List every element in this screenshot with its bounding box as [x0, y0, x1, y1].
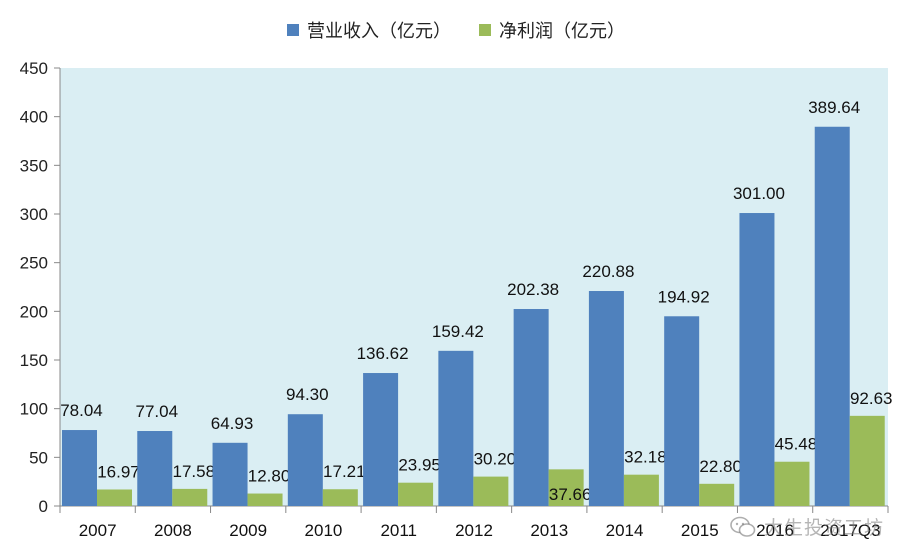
legend-swatch-revenue — [287, 24, 299, 36]
bar-net-profit — [849, 415, 885, 506]
data-label-revenue: 301.00 — [733, 184, 785, 203]
data-label-revenue: 78.04 — [60, 401, 103, 420]
y-tick-label: 250 — [20, 254, 48, 273]
data-label-net-profit: 23.95 — [398, 456, 441, 475]
watermark-text: 大生投资工坊 — [763, 518, 884, 539]
bar-revenue — [814, 126, 850, 506]
y-tick-label: 100 — [20, 400, 48, 419]
data-label-net-profit: 30.20 — [474, 450, 517, 469]
data-label-revenue: 77.04 — [135, 402, 178, 421]
x-tick-label: 2015 — [681, 521, 719, 540]
bar-revenue — [588, 291, 624, 506]
legend-item-net-profit: 净利润（亿元） — [479, 17, 625, 43]
legend-swatch-net-profit — [479, 24, 491, 36]
data-label-net-profit: 16.97 — [97, 462, 140, 481]
bar-net-profit — [699, 483, 735, 506]
data-label-net-profit: 22.80 — [699, 457, 742, 476]
bar-net-profit — [473, 476, 509, 506]
x-tick-label: 2011 — [380, 521, 417, 540]
bar-revenue — [212, 442, 248, 506]
watermark: 大生投资工坊 — [730, 513, 884, 540]
bar-net-profit — [548, 469, 584, 506]
x-tick-label: 2009 — [229, 521, 267, 540]
bar-net-profit — [97, 489, 132, 506]
data-label-revenue: 136.62 — [357, 344, 409, 363]
bar-revenue — [513, 309, 549, 506]
data-label-revenue: 94.30 — [286, 385, 329, 404]
y-tick-label: 0 — [39, 497, 48, 516]
bar-net-profit — [322, 489, 358, 506]
x-tick-label: 2012 — [455, 521, 493, 540]
bar-revenue — [62, 430, 97, 506]
bar-net-profit — [247, 493, 283, 506]
y-tick-label: 150 — [20, 351, 48, 370]
data-label-revenue: 194.92 — [658, 287, 710, 306]
y-tick-label: 50 — [29, 448, 48, 467]
data-label-revenue: 64.93 — [211, 414, 254, 433]
legend-label-revenue: 营业收入（亿元） — [307, 21, 451, 41]
data-label-net-profit: 12.80 — [248, 467, 291, 486]
data-label-net-profit: 32.18 — [624, 448, 667, 467]
data-label-net-profit: 37.66 — [549, 485, 592, 504]
x-tick-label: 2017Q3 — [820, 521, 881, 540]
data-label-net-profit: 92.63 — [850, 389, 893, 408]
bar-net-profit — [623, 474, 659, 506]
data-label-revenue: 202.38 — [507, 280, 559, 299]
bar-revenue — [137, 431, 173, 506]
legend: 营业收入（亿元） 净利润（亿元） — [0, 17, 912, 43]
x-tick-label: 2008 — [154, 521, 192, 540]
data-label-net-profit: 45.48 — [775, 435, 818, 454]
y-tick-label: 200 — [20, 302, 48, 321]
x-tick-label: 2007 — [79, 521, 117, 540]
bar-revenue — [664, 316, 700, 506]
x-tick-label: 2014 — [606, 521, 644, 540]
y-tick-label: 400 — [20, 108, 48, 127]
data-label-revenue: 220.88 — [582, 262, 634, 281]
x-tick-label: 2010 — [305, 521, 343, 540]
data-label-revenue: 389.64 — [808, 98, 860, 117]
data-label-revenue: 159.42 — [432, 322, 484, 341]
bar-revenue — [363, 373, 399, 506]
y-tick-label: 450 — [20, 59, 48, 78]
bar-net-profit — [774, 461, 810, 506]
bar-revenue — [287, 414, 323, 506]
bar-revenue — [438, 350, 474, 506]
wechat-icon — [730, 516, 756, 537]
x-tick-label: 2016 — [756, 521, 794, 540]
x-tick-label: 2013 — [530, 521, 568, 540]
data-label-net-profit: 17.58 — [172, 462, 215, 481]
y-tick-label: 300 — [20, 205, 48, 224]
legend-label-net-profit: 净利润（亿元） — [499, 21, 625, 41]
bar-net-profit — [398, 482, 434, 506]
bar-net-profit — [172, 488, 208, 506]
legend-item-revenue: 营业收入（亿元） — [287, 17, 451, 43]
bar-revenue — [739, 213, 775, 506]
data-label-net-profit: 17.21 — [323, 462, 366, 481]
y-tick-label: 350 — [20, 156, 48, 175]
